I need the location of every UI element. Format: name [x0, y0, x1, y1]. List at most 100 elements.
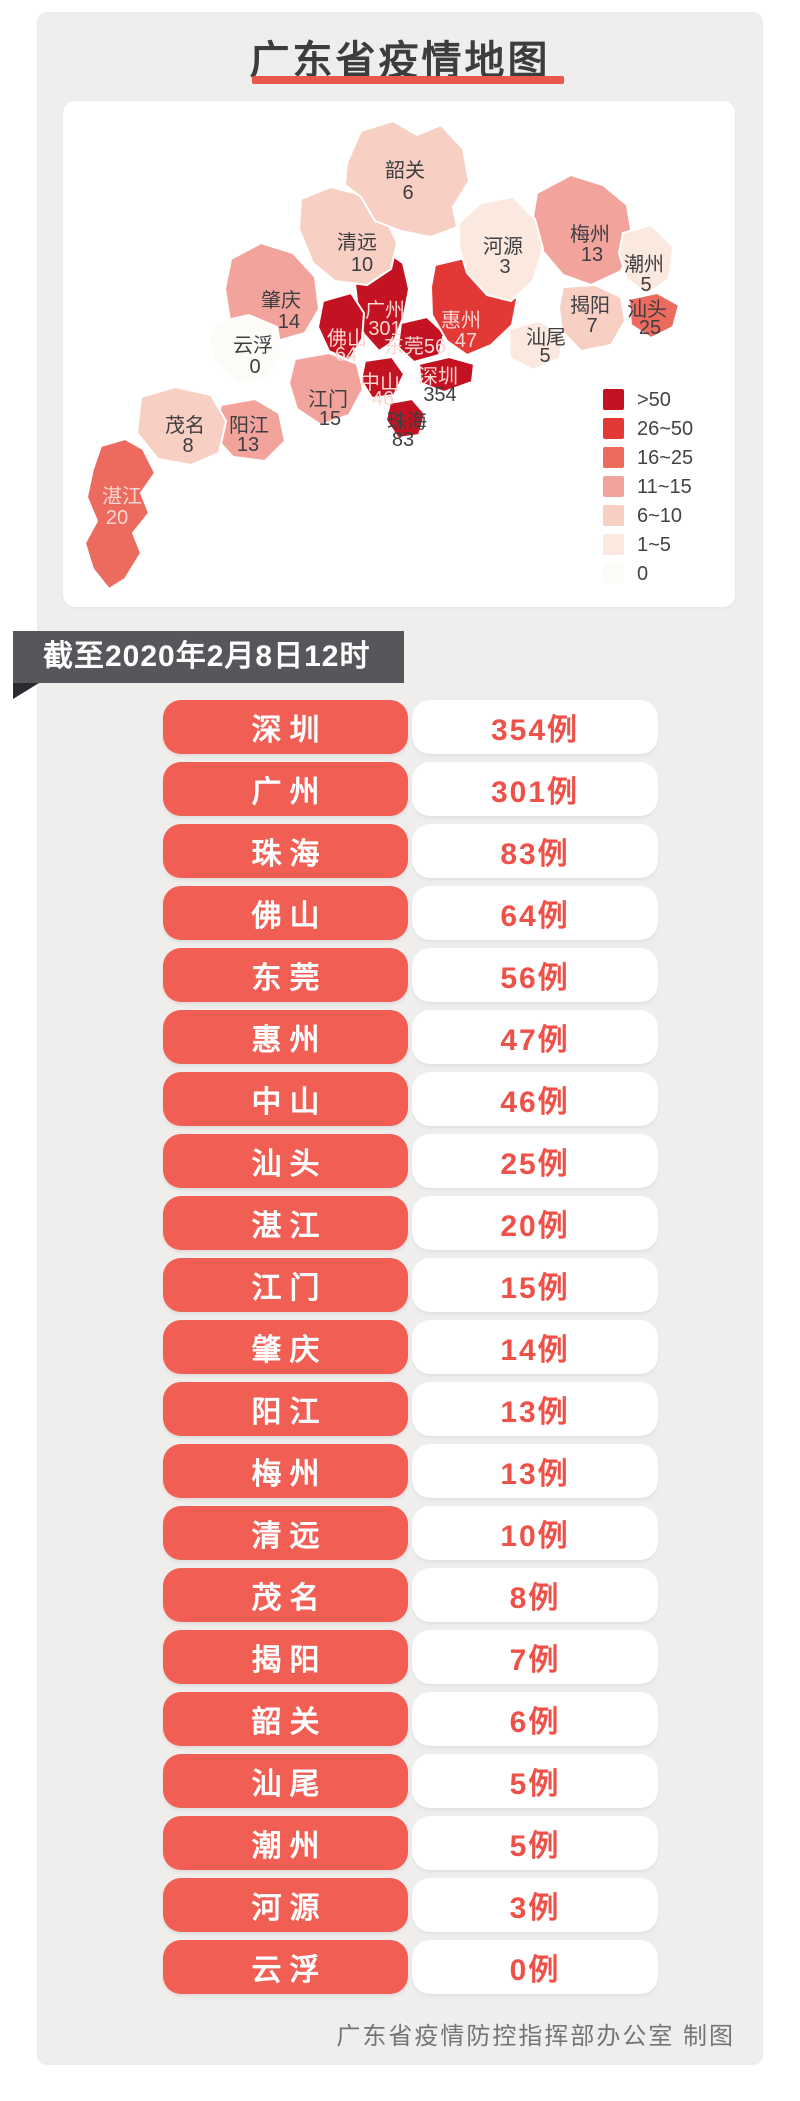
map-label-yunfu: 云浮 — [233, 334, 273, 357]
cases-pill: 0例 — [412, 1940, 658, 1994]
map-label-dongguan: 东莞56 — [384, 335, 446, 358]
table-row: 湛江 20例 — [163, 1196, 658, 1250]
city-pill: 东莞 — [163, 948, 408, 1002]
city-pill: 云浮 — [163, 1940, 408, 1994]
table-row: 清远 10例 — [163, 1506, 658, 1560]
city-pill: 清远 — [163, 1506, 408, 1560]
case-table: 深圳 354例 广州 301例 珠海 83例 佛山 64例 东莞 56例 惠州 47例 中山 46例 汕头 2… — [163, 700, 658, 1994]
map-value-chaozhou: 5 — [640, 274, 651, 296]
page-title: 广东省疫情地图 — [249, 39, 551, 83]
cases-pill: 7例 — [412, 1630, 658, 1684]
map-region-shantou — [628, 292, 680, 339]
cases-pill: 83例 — [412, 824, 658, 878]
map-value-maoming: 8 — [182, 435, 193, 457]
table-row: 阳江 13例 — [163, 1382, 658, 1436]
map-label-maoming: 茂名 — [165, 414, 205, 437]
footer-credit: 广东省疫情防控指挥部办公室 制图 — [336, 2023, 735, 2050]
city-pill: 河源 — [163, 1878, 408, 1932]
city-pill: 中山 — [163, 1072, 408, 1126]
map-region-foshan — [317, 292, 365, 361]
map-label-shantou: 汕头 — [627, 298, 667, 321]
map-value-shaoguan: 6 — [402, 182, 413, 204]
map-label-guangzhou: 广州 — [365, 299, 405, 322]
map-region-shaoguan — [344, 120, 470, 238]
city-pill: 揭阳 — [163, 1630, 408, 1684]
legend-label: 1~5 — [637, 534, 671, 556]
legend-label: >50 — [637, 389, 671, 411]
map-value-meizhou: 13 — [581, 244, 603, 266]
as-of-banner: 截至2020年2月8日12时 — [13, 631, 405, 683]
map-region-jiangmen — [288, 352, 364, 426]
legend-swatch — [603, 534, 624, 555]
cases-pill: 10例 — [412, 1506, 658, 1560]
table-row: 河源 3例 — [163, 1878, 658, 1932]
legend-swatch — [603, 505, 624, 526]
map-value-shenzhen: 354 — [423, 384, 456, 406]
map-label-yangjiang: 阳江 — [229, 414, 269, 437]
legend-swatch — [603, 447, 624, 468]
map-label-zhuhai: 珠海 — [387, 410, 427, 433]
map-value-jieyang: 7 — [586, 315, 597, 337]
map-card: 深圳 354 广州 301 珠海 83 佛山 64 东莞56 惠州 47 中山 46 汕头 25 湛江 20 江门… — [63, 101, 735, 607]
map-value-zhuhai: 83 — [392, 429, 414, 451]
map-value-yangjiang: 13 — [237, 434, 259, 456]
legend-label: 11~15 — [637, 476, 692, 498]
map-region-shenzhen — [418, 356, 475, 393]
title-underline — [252, 76, 564, 84]
cases-pill: 14例 — [412, 1320, 658, 1374]
city-pill: 阳江 — [163, 1382, 408, 1436]
legend-swatch — [603, 418, 624, 439]
table-row: 揭阳 7例 — [163, 1630, 658, 1684]
legend-label: 0 — [637, 563, 648, 585]
city-pill: 茂名 — [163, 1568, 408, 1622]
city-pill: 深圳 — [163, 700, 408, 754]
cases-pill: 8例 — [412, 1568, 658, 1622]
table-row: 汕头 25例 — [163, 1134, 658, 1188]
map-region-heyuan — [458, 196, 544, 302]
map-region-dongguan — [397, 316, 445, 363]
cases-pill: 6例 — [412, 1692, 658, 1746]
map-label-foshan: 佛山 — [327, 327, 367, 350]
map-region-shanwei — [508, 320, 564, 371]
map-region-chaozhou — [618, 224, 674, 295]
map-value-zhanjiang: 20 — [106, 507, 128, 529]
map-value-qingyuan: 10 — [351, 254, 373, 276]
map-value-heyuan: 3 — [499, 256, 510, 278]
cases-pill: 13例 — [412, 1444, 658, 1498]
legend-swatch — [603, 476, 624, 497]
city-pill: 梅州 — [163, 1444, 408, 1498]
legend-label: 16~25 — [637, 447, 693, 469]
map-value-huizhou: 47 — [455, 330, 477, 352]
map-value-shanwei: 5 — [539, 345, 550, 367]
legend-label: 26~50 — [637, 418, 693, 440]
table-row: 广州 301例 — [163, 762, 658, 816]
table-row: 韶关 6例 — [163, 1692, 658, 1746]
map-label-huizhou: 惠州 — [441, 309, 481, 332]
city-pill: 潮州 — [163, 1816, 408, 1870]
map-region-zhanjiang — [84, 438, 156, 590]
table-row: 江门 15例 — [163, 1258, 658, 1312]
table-row: 东莞 56例 — [163, 948, 658, 1002]
city-pill: 韶关 — [163, 1692, 408, 1746]
map-label-shanwei: 汕尾 — [526, 326, 566, 349]
cases-pill: 25例 — [412, 1134, 658, 1188]
city-pill: 佛山 — [163, 886, 408, 940]
cases-pill: 46例 — [412, 1072, 658, 1126]
city-pill: 惠州 — [163, 1010, 408, 1064]
map-region-jieyang — [558, 284, 626, 352]
table-row: 茂名 8例 — [163, 1568, 658, 1622]
cases-pill: 5例 — [412, 1816, 658, 1870]
city-pill: 肇庆 — [163, 1320, 408, 1374]
cases-pill: 3例 — [412, 1878, 658, 1932]
city-pill: 珠海 — [163, 824, 408, 878]
city-pill: 广州 — [163, 762, 408, 816]
map-label-jiangmen: 江门 — [308, 388, 348, 411]
map-label-zhongshan: 中山 — [360, 371, 400, 394]
map-value-yunfu: 0 — [249, 356, 260, 378]
cases-pill: 64例 — [412, 886, 658, 940]
map-value-zhaoqing: 14 — [278, 311, 300, 333]
map-value-guangzhou: 301 — [368, 318, 401, 340]
city-pill: 江门 — [163, 1258, 408, 1312]
table-row: 潮州 5例 — [163, 1816, 658, 1870]
